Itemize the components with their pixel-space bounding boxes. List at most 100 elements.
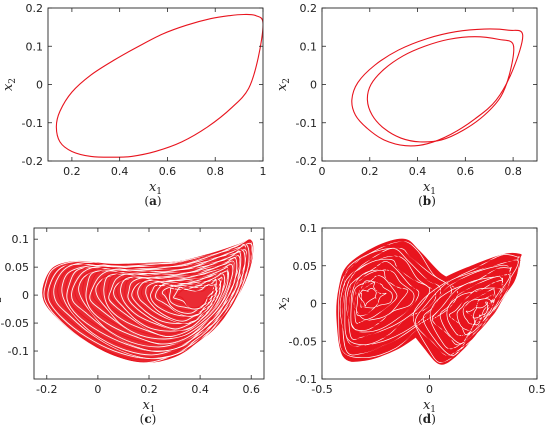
y-tick-label-a: 0.2 — [26, 2, 44, 15]
scroll-loop-d — [359, 286, 380, 309]
attractor-loop-c — [66, 249, 248, 352]
trajectory-b-1 — [351, 28, 524, 147]
y-tick-label-a: -0.1 — [22, 117, 43, 130]
scroll-loop-d — [470, 300, 490, 319]
x-tick-label-a: 0.8 — [206, 165, 224, 178]
trajectory-a-1 — [55, 13, 263, 158]
plot-area-b — [351, 28, 524, 147]
scroll-loop-d — [453, 287, 497, 330]
x-tick-label-a: 0.6 — [159, 165, 177, 178]
y-tick-label-c: -0.1 — [8, 345, 29, 358]
x-tick-label-d: 0.5 — [528, 383, 546, 396]
y-tick-label-d: -0.05 — [289, 335, 317, 348]
y-axis-label-b: x2 — [275, 78, 292, 91]
panel-caption-a: (a) — [144, 194, 161, 208]
y-tick-label-a: 0 — [36, 79, 43, 92]
y-tick-label-c: 0.1 — [12, 233, 30, 246]
x-tick-label-b: 0.6 — [457, 165, 475, 178]
trajectory-b-2 — [366, 36, 515, 143]
attractor-loop-c — [170, 284, 217, 310]
scroll-loop-d — [352, 276, 401, 323]
x-tick-label-c: 0.6 — [242, 383, 260, 396]
scroll-loop-d — [338, 240, 458, 359]
scroll-loop-d — [354, 270, 409, 324]
attractor-loop-c — [99, 260, 236, 338]
scroll-loop-d — [359, 284, 383, 309]
attractor-loop-c — [74, 249, 244, 351]
y-tick-label-b: -0.2 — [296, 155, 317, 168]
y-tick-label-d: 0.05 — [293, 260, 318, 273]
scroll-loop-d — [419, 261, 514, 357]
attractor-loop-c — [169, 283, 217, 310]
y-tick-label-a: -0.2 — [22, 155, 43, 168]
attractor-loop-c — [106, 261, 235, 338]
attractor-loop-c — [43, 237, 253, 364]
attractor-loop-c — [150, 277, 223, 317]
y-tick-label-a: 0.1 — [26, 40, 44, 53]
scroll-loop-d — [341, 243, 455, 356]
x-tick-label-d: 0 — [426, 383, 433, 396]
scroll-loop-d — [356, 282, 392, 315]
scroll-loop-d — [353, 273, 405, 325]
y-tick-label-c: -0.05 — [1, 317, 29, 330]
x-tick-label-c: 0 — [94, 383, 101, 396]
attractor-loop-c — [116, 266, 232, 331]
x-tick-label-d: -0.5 — [311, 383, 332, 396]
x-tick-label-b: 0.4 — [409, 165, 427, 178]
y-axis-label-c: x2 — [0, 297, 4, 310]
y-tick-label-b: -0.1 — [296, 117, 317, 130]
scroll-loop-d — [436, 274, 506, 344]
scroll-loop-d — [348, 258, 431, 340]
axes-frame-b — [321, 7, 538, 162]
scroll-loop-d — [348, 266, 416, 333]
scroll-loop-d — [473, 301, 489, 319]
x-tick-label-b: 0.2 — [361, 165, 379, 178]
scroll-loop-d — [439, 276, 504, 344]
x-tick-label-b: 0 — [319, 165, 326, 178]
panel-caption-d: (d) — [418, 412, 436, 426]
y-tick-label-c: 0.05 — [5, 261, 30, 274]
x-tick-label-a: 0.4 — [111, 165, 129, 178]
attractor-loop-c — [148, 274, 223, 319]
axes-frame-a — [47, 7, 264, 162]
panel-caption-b: (b) — [418, 194, 436, 208]
scroll-loop-d — [356, 280, 393, 317]
y-axis-label-a: x2 — [1, 78, 18, 91]
x-tick-label-c: 0.4 — [191, 383, 209, 396]
scroll-loop-d — [353, 267, 412, 324]
y-tick-label-b: 0 — [310, 79, 317, 92]
x-tick-label-a: 1 — [260, 165, 267, 178]
y-tick-label-b: 0.1 — [300, 40, 318, 53]
attractor-loop-c — [85, 255, 241, 345]
x-tick-label-a: 0.2 — [63, 165, 81, 178]
scroll-loop-d — [462, 294, 495, 326]
plot-area-c — [42, 237, 254, 364]
scroll-loop-d — [353, 274, 396, 316]
x-tick-label-b: 0.8 — [504, 165, 522, 178]
y-axis-label-d: x2 — [275, 297, 292, 310]
attractor-loop-c — [131, 270, 229, 324]
plot-area-d — [336, 238, 522, 365]
y-tick-label-d: 0 — [310, 298, 317, 311]
attractor-loop-c — [47, 242, 254, 359]
attractor-loop-c — [176, 283, 215, 309]
plot-area-a — [55, 13, 263, 158]
y-tick-label-d: -0.1 — [296, 373, 317, 386]
y-tick-label-c: 0 — [22, 289, 29, 302]
x-tick-label-c: 0.2 — [140, 383, 158, 396]
y-tick-label-b: 0.2 — [300, 2, 318, 15]
scroll-loop-d — [358, 288, 377, 307]
scroll-loop-d — [433, 273, 508, 343]
scroll-loop-d — [347, 255, 433, 340]
x-tick-label-c: -0.2 — [36, 383, 57, 396]
panel-caption-c: (c) — [140, 412, 157, 426]
scroll-loop-d — [456, 288, 496, 331]
scroll-loop-d — [350, 269, 415, 331]
attractor-loop-c — [103, 261, 235, 338]
attractor-loop-c — [82, 253, 241, 345]
